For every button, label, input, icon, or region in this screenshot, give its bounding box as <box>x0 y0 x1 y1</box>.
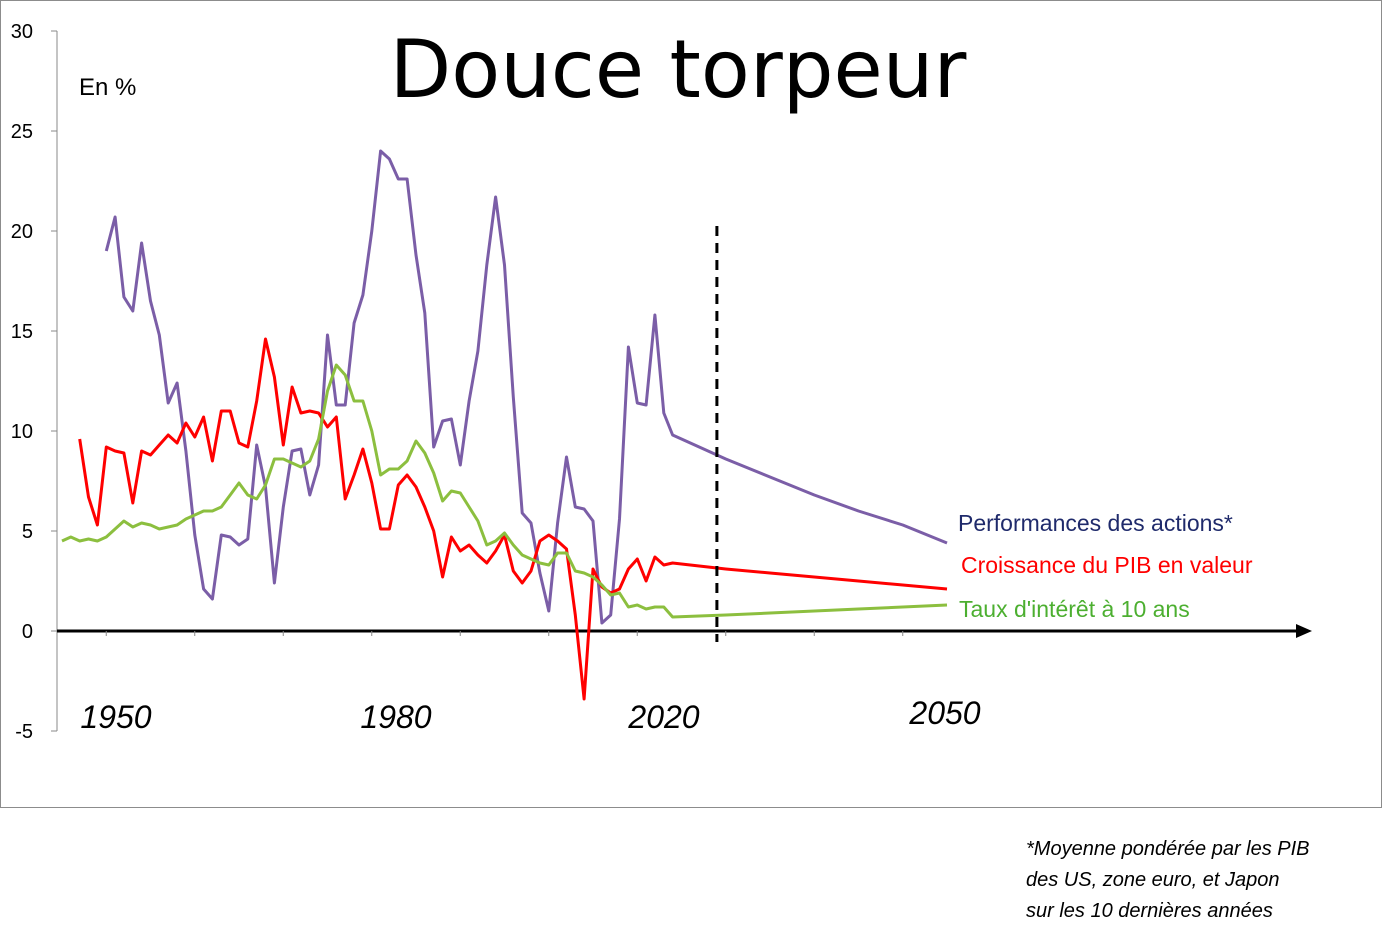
y-tick-label: 20 <box>11 221 33 243</box>
chart-title: Douce torpeur <box>390 23 967 116</box>
x-tick-label-2020: 2020 <box>627 699 699 735</box>
y-tick-label: 0 <box>22 621 33 643</box>
series-labels: Performances des actions* Croissance du … <box>958 510 1253 622</box>
series-line-1 <box>78 337 948 701</box>
x-tick-label-2050: 2050 <box>908 695 980 731</box>
y-tick-label: 5 <box>22 521 33 543</box>
series-label-taux: Taux d'intérêt à 10 ans <box>959 596 1190 622</box>
x-axis-arrowhead <box>1296 624 1312 638</box>
y-tick-label: 15 <box>11 321 33 343</box>
footnote-line: des US, zone euro, et Japon <box>1026 869 1280 891</box>
y-tick-label: -5 <box>15 721 33 743</box>
series-lines <box>61 149 948 701</box>
x-tick-label-1950: 1950 <box>80 699 151 735</box>
series-label-actions: Performances des actions* <box>958 510 1233 536</box>
chart-svg: Douce torpeur En % -5 0 5 10 15 20 25 30 1950 1… <box>11 21 1312 743</box>
x-tick-labels: 1950 1980 2020 2050 <box>80 695 980 735</box>
series-line-2 <box>61 363 948 619</box>
y-tick-label: 10 <box>11 421 33 443</box>
unit-label: En % <box>79 74 136 101</box>
footnote: *Moyenne pondérée par les PIB des US, zo… <box>1026 834 1378 927</box>
series-line-0 <box>104 149 948 625</box>
x-tick-label-1980: 1980 <box>360 699 431 735</box>
series-label-pib: Croissance du PIB en valeur <box>961 552 1253 578</box>
y-tick-label: 25 <box>11 121 33 143</box>
footnote-line: *Moyenne pondérée par les PIB <box>1026 838 1310 860</box>
y-tick-label: 30 <box>11 21 33 43</box>
footnote-line: sur les 10 dernières années <box>1026 900 1273 922</box>
chart-frame <box>0 0 1382 808</box>
x-axis <box>57 624 1312 638</box>
y-axis: -5 0 5 10 15 20 25 30 <box>11 21 58 743</box>
